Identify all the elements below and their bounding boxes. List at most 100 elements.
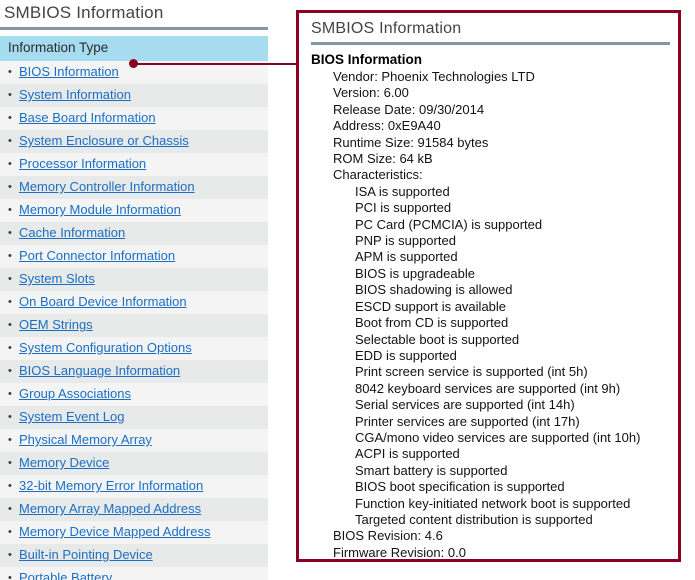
- detail-popup-title: SMBIOS Information: [311, 20, 462, 37]
- table-row[interactable]: • Port Connector Information: [0, 245, 268, 268]
- sidebar-item-link[interactable]: On Board Device Information: [19, 294, 187, 309]
- bullet-icon: •: [8, 250, 12, 262]
- detail-popup-title-divider: [311, 42, 670, 45]
- table-row[interactable]: • 32-bit Memory Error Information: [0, 475, 268, 498]
- table-row[interactable]: • OEM Strings: [0, 314, 268, 337]
- column-header-information-type: Information Type: [0, 36, 268, 61]
- table-cell-information-type: • Memory Array Mapped Address: [0, 498, 268, 521]
- table-cell-information-type: • Physical Memory Array: [0, 429, 268, 452]
- table-row[interactable]: • On Board Device Information: [0, 291, 268, 314]
- table-cell-information-type: • BIOS Information: [0, 61, 268, 84]
- sidebar-item-link[interactable]: Memory Device: [19, 455, 110, 470]
- sidebar-item-link[interactable]: Memory Module Information: [19, 202, 181, 217]
- table-row[interactable]: • System Information: [0, 84, 268, 107]
- bullet-icon: •: [8, 273, 12, 285]
- table-cell-information-type: • Cache Information: [0, 222, 268, 245]
- sidebar-item-link[interactable]: Group Associations: [19, 386, 132, 401]
- table-cell-information-type: • Memory Device Mapped Address: [0, 521, 268, 544]
- table-cell-information-type: • Group Associations: [0, 383, 268, 406]
- table-cell-information-type: • Memory Controller Information: [0, 176, 268, 199]
- bullet-icon: •: [8, 480, 12, 492]
- table-cell-information-type: • OEM Strings: [0, 314, 268, 337]
- sidebar-item-link[interactable]: 32-bit Memory Error Information: [19, 478, 204, 493]
- table-row[interactable]: • BIOS Information: [0, 61, 268, 84]
- detail-line: Smart battery is supported: [355, 462, 508, 478]
- sidebar-item-link[interactable]: BIOS Information: [19, 64, 119, 79]
- sidebar-item-link[interactable]: Memory Controller Information: [19, 179, 195, 194]
- table-cell-information-type: • Base Board Information: [0, 107, 268, 130]
- table-row[interactable]: • Memory Module Information: [0, 199, 268, 222]
- sidebar-item-link[interactable]: System Information: [19, 87, 131, 102]
- bullet-icon: •: [8, 296, 12, 308]
- table-row[interactable]: • System Configuration Options: [0, 337, 268, 360]
- detail-line: Firmware Revision: 0.0: [333, 544, 466, 560]
- detail-line: Function key-initiated network boot is s…: [355, 495, 631, 511]
- sidebar-item-link[interactable]: Port Connector Information: [19, 248, 176, 263]
- table-cell-information-type: • On Board Device Information: [0, 291, 268, 314]
- sidebar-item-link[interactable]: Physical Memory Array: [19, 432, 152, 447]
- table-row[interactable]: • Physical Memory Array: [0, 429, 268, 452]
- table-row[interactable]: • Base Board Information: [0, 107, 268, 130]
- sidebar-item-link[interactable]: OEM Strings: [19, 317, 93, 332]
- detail-line: BIOS is upgradeable: [355, 265, 475, 281]
- sidebar-item-link[interactable]: Memory Array Mapped Address: [19, 501, 202, 516]
- detail-line: BIOS boot specification is supported: [355, 479, 565, 495]
- table-cell-information-type: • Memory Device: [0, 452, 268, 475]
- bullet-icon: •: [8, 549, 12, 561]
- table-row[interactable]: • Portable Battery: [0, 567, 268, 580]
- table-row[interactable]: • Memory Array Mapped Address: [0, 498, 268, 521]
- detail-popup-body: BIOS Information Vendor: Phoenix Technol…: [299, 49, 678, 560]
- detail-line: Boot from CD is supported: [355, 315, 509, 331]
- table-row[interactable]: • System Enclosure or Chassis: [0, 130, 268, 153]
- detail-line: Release Date: 09/30/2014: [333, 101, 485, 117]
- detail-line-list: Vendor: Phoenix Technologies LTD Version:…: [311, 69, 672, 560]
- table-row[interactable]: • Memory Device Mapped Address: [0, 521, 268, 544]
- sidebar-item-link[interactable]: Base Board Information: [19, 110, 156, 125]
- sidebar-item-link[interactable]: Memory Device Mapped Address: [19, 524, 211, 539]
- bullet-icon: •: [8, 204, 12, 216]
- detail-line: Selectable boot is supported: [355, 331, 520, 347]
- sidebar-item-link[interactable]: System Enclosure or Chassis: [19, 133, 189, 148]
- detail-line: Targeted content distribution is support…: [355, 511, 593, 527]
- table-row[interactable]: • Processor Information: [0, 153, 268, 176]
- table-cell-information-type: • Portable Battery: [0, 567, 268, 580]
- page-title-divider: [0, 27, 268, 30]
- table-row[interactable]: • Cache Information: [0, 222, 268, 245]
- table-row[interactable]: • System Slots: [0, 268, 268, 291]
- detail-line: APM is supported: [355, 249, 458, 265]
- bullet-icon: •: [8, 319, 12, 331]
- sidebar-item-link[interactable]: System Configuration Options: [19, 340, 192, 355]
- table-cell-information-type: • Port Connector Information: [0, 245, 268, 268]
- table-cell-information-type: • System Enclosure or Chassis: [0, 130, 268, 153]
- bullet-icon: •: [8, 503, 12, 515]
- bullet-icon: •: [8, 388, 12, 400]
- sidebar-item-link[interactable]: Portable Battery: [19, 570, 113, 580]
- detail-line: ROM Size: 64 kB: [333, 151, 433, 167]
- bullet-icon: •: [8, 365, 12, 377]
- detail-line: PNP is supported: [355, 233, 456, 249]
- detail-line: EDD is supported: [355, 347, 457, 363]
- sidebar-item-link[interactable]: System Slots: [19, 271, 95, 286]
- table-header-row: Information Type: [0, 36, 268, 61]
- table-row[interactable]: • BIOS Language Information: [0, 360, 268, 383]
- table-row[interactable]: • Built-in Pointing Device: [0, 544, 268, 567]
- callout-anchor-dot: [129, 59, 138, 68]
- sidebar-item-link[interactable]: Cache Information: [19, 225, 126, 240]
- table-row[interactable]: • System Event Log: [0, 406, 268, 429]
- table-row[interactable]: • Memory Controller Information: [0, 176, 268, 199]
- sidebar-item-link[interactable]: BIOS Language Information: [19, 363, 181, 378]
- detail-popup: SMBIOS Information BIOS Information Vend…: [296, 10, 681, 562]
- bullet-icon: •: [8, 112, 12, 124]
- table-cell-information-type: • Memory Module Information: [0, 199, 268, 222]
- sidebar-item-link[interactable]: Processor Information: [19, 156, 147, 171]
- detail-line: BIOS Revision: 4.6: [333, 528, 443, 544]
- table-row[interactable]: • Group Associations: [0, 383, 268, 406]
- sidebar-item-link[interactable]: Built-in Pointing Device: [19, 547, 153, 562]
- sidebar-item-link[interactable]: System Event Log: [19, 409, 125, 424]
- detail-line: ISA is supported: [355, 183, 450, 199]
- detail-line: Vendor: Phoenix Technologies LTD: [333, 69, 535, 84]
- detail-line: Printer services are supported (int 17h): [355, 413, 580, 429]
- table-cell-information-type: • System Slots: [0, 268, 268, 291]
- table-row[interactable]: • Memory Device: [0, 452, 268, 475]
